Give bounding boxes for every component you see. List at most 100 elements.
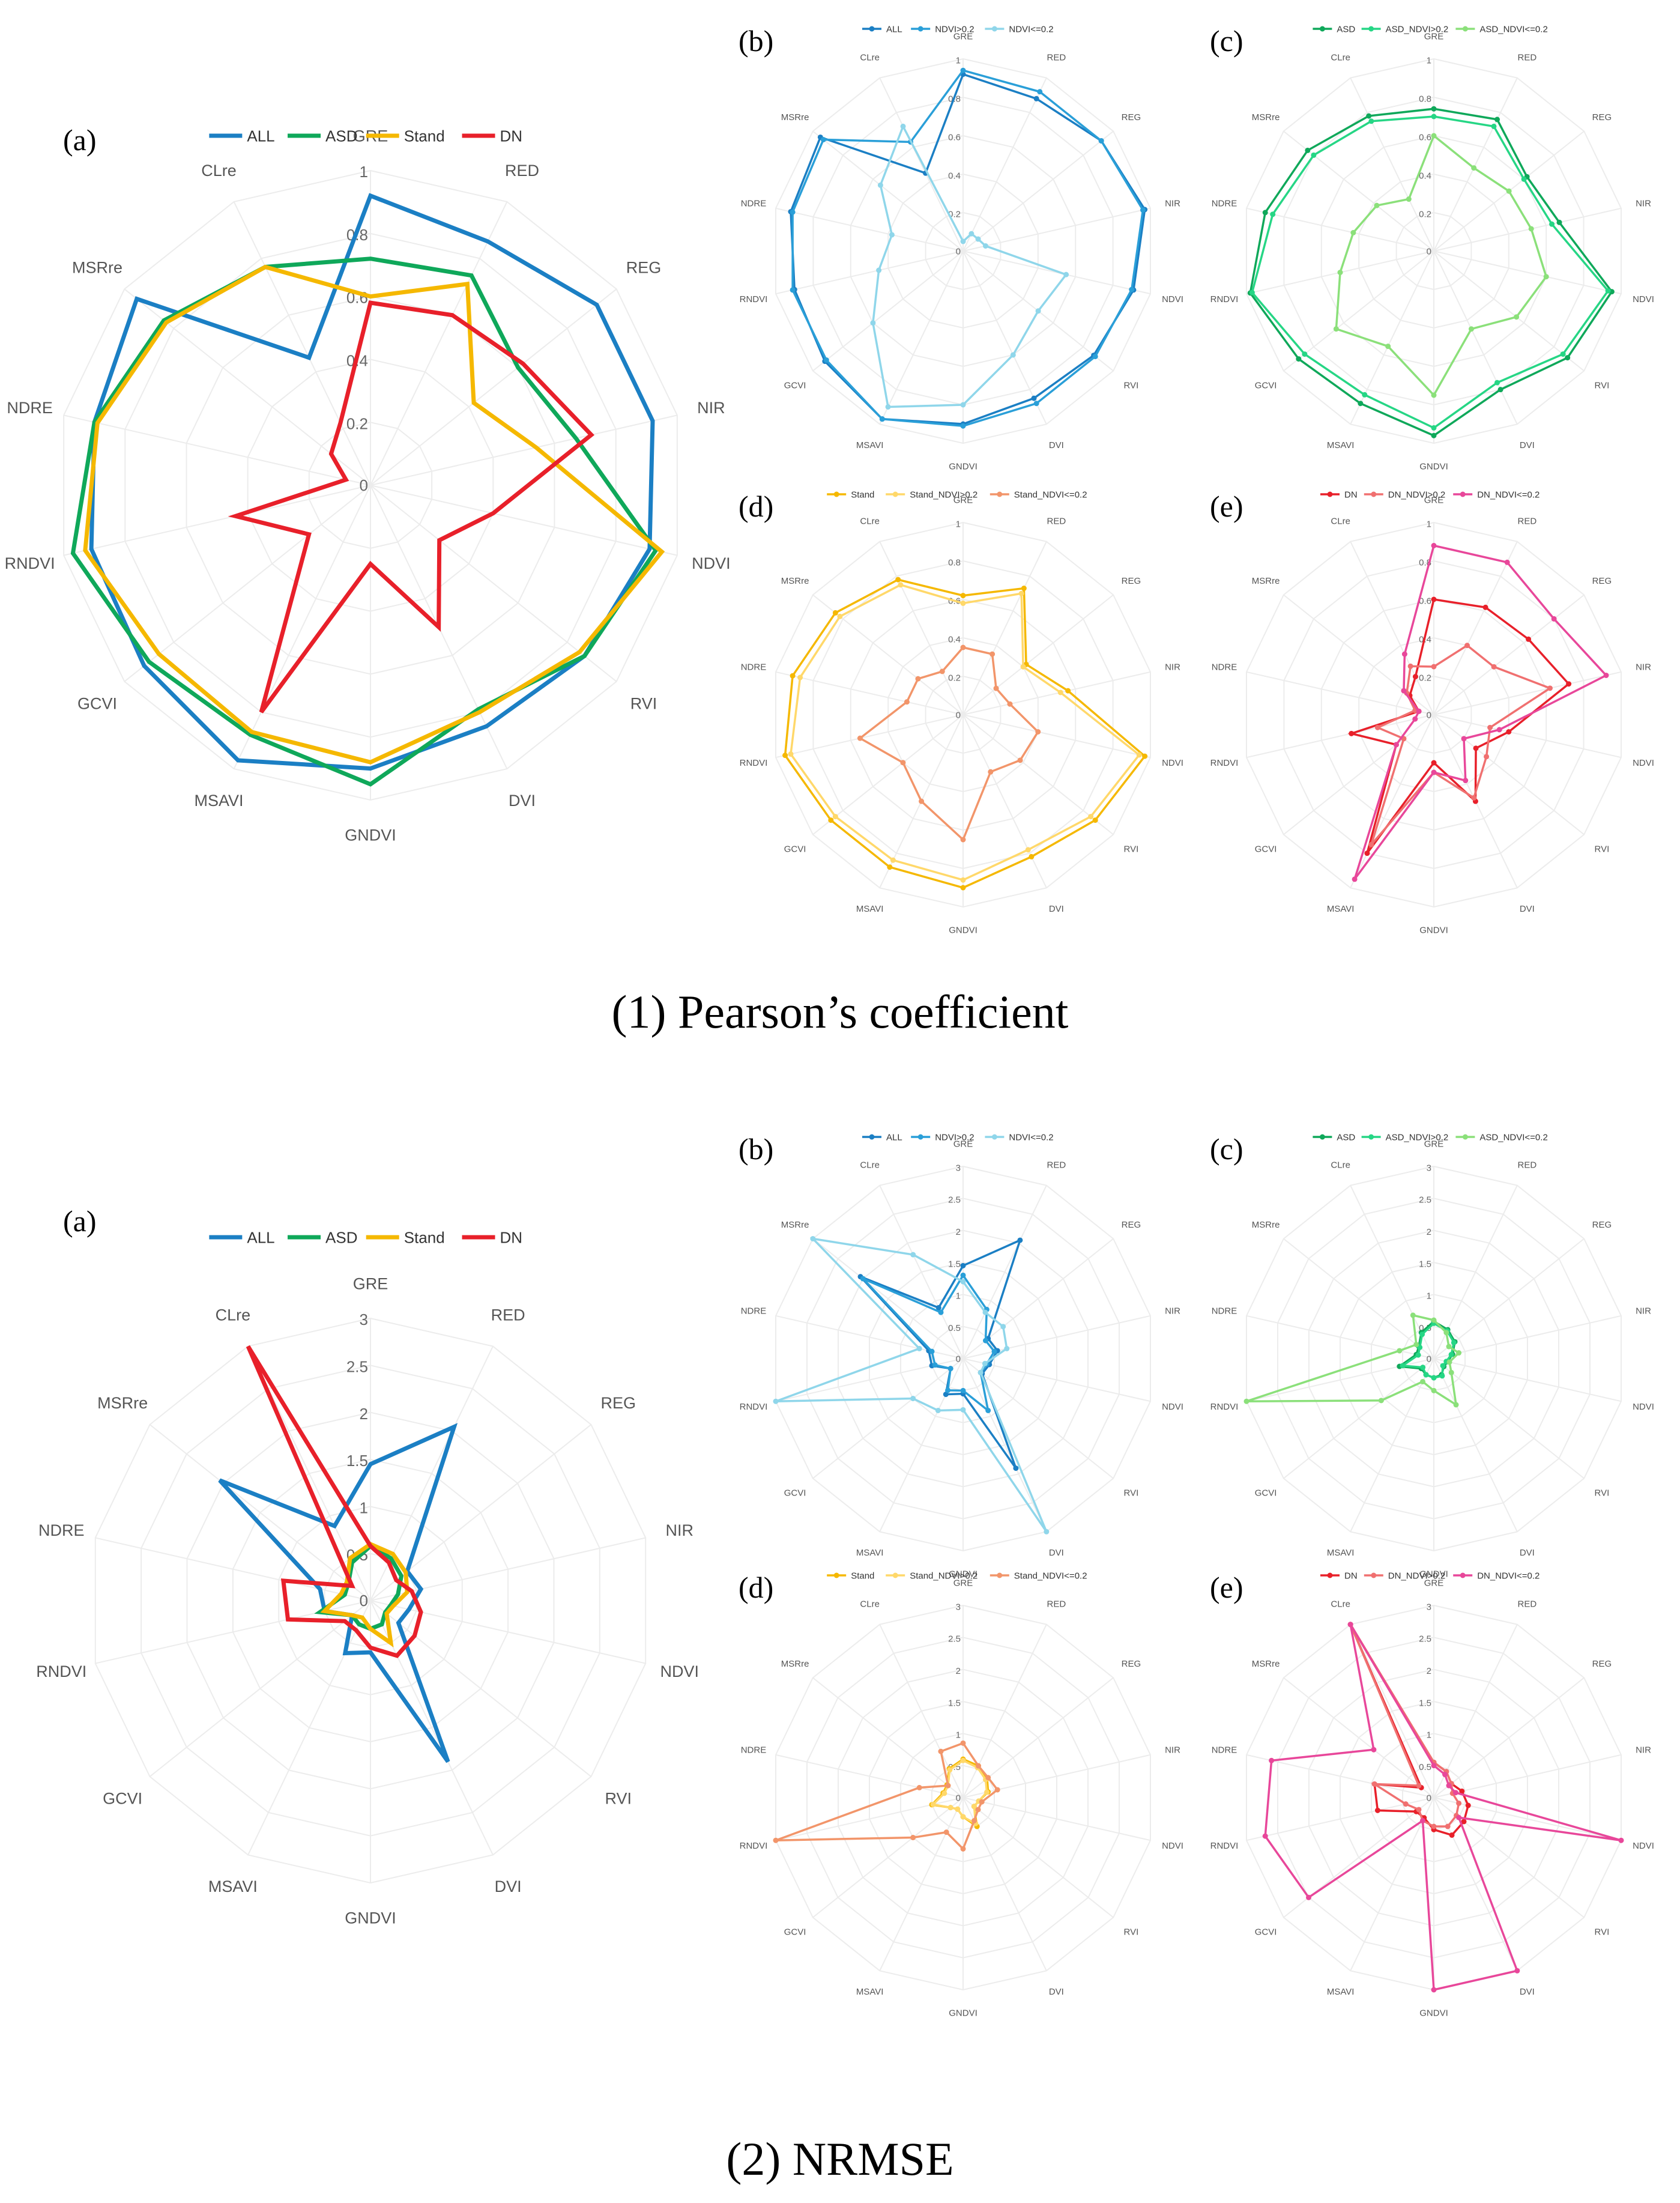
data-point — [1364, 850, 1370, 856]
panel-label: (d) — [739, 1571, 773, 1604]
data-point — [1296, 356, 1302, 362]
series-line-asd-ndvi-0-2 — [1251, 115, 1610, 429]
axis-label-clre: CLre — [860, 53, 880, 63]
data-point — [1431, 1375, 1437, 1381]
axis-label-dvi: DVI — [495, 1877, 522, 1895]
data-point — [1362, 392, 1368, 398]
tick-label: 0.4 — [948, 171, 961, 181]
data-point — [968, 231, 974, 237]
grid-spoke — [95, 1537, 371, 1601]
legend-marker — [917, 1134, 923, 1140]
data-point — [1413, 1342, 1419, 1348]
grid-spoke — [962, 77, 1047, 252]
data-point — [1021, 586, 1027, 592]
data-point — [960, 238, 966, 244]
data-point — [900, 123, 906, 129]
axis-label-msrre: MSRre — [1252, 112, 1280, 123]
series-line-all — [859, 1238, 1022, 1469]
data-point — [943, 1392, 949, 1398]
data-point — [1400, 1363, 1406, 1369]
tick-label: 0 — [1427, 246, 1431, 256]
axis-label-rvi: RVI — [1595, 844, 1610, 854]
data-point — [983, 1338, 989, 1344]
data-point — [1416, 1783, 1422, 1789]
legend-label: ASD — [1337, 1132, 1355, 1142]
grid-spoke — [962, 1358, 1047, 1532]
data-point — [960, 1757, 966, 1763]
tick-label: 2.5 — [1419, 1634, 1431, 1644]
tick-label: 3 — [1427, 1602, 1431, 1612]
axis-label-ndvi: NDVI — [1633, 758, 1654, 768]
legend-label: ASD — [1337, 24, 1355, 34]
axis-label-nir: NIR — [1636, 199, 1651, 209]
axis-label-ndre: NDRE — [741, 1745, 767, 1756]
grid-spoke — [962, 207, 1151, 252]
data-point — [1482, 604, 1488, 610]
tick-label: 3 — [956, 1163, 961, 1173]
data-point — [1035, 729, 1041, 735]
grid-spoke — [962, 594, 1114, 715]
tick-label: 2 — [360, 1405, 368, 1423]
grid-spoke — [962, 1358, 1114, 1479]
data-point — [1419, 1332, 1425, 1338]
data-point — [1333, 326, 1339, 332]
data-point — [960, 402, 966, 408]
legend-label: Stand — [404, 1228, 445, 1246]
data-point — [1004, 1345, 1010, 1351]
grid-spoke — [1433, 1624, 1518, 1798]
data-point — [1504, 559, 1510, 565]
legend-marker — [1368, 1134, 1374, 1140]
data-point — [1410, 1312, 1416, 1318]
grid-spoke — [1283, 1358, 1434, 1479]
data-point — [1017, 757, 1023, 763]
radar-chart-10: (e) 0 0.5 1 1.5 2 2.5 3 GRE RED REG NIR NDVI RVI DVI GN… — [1210, 1571, 1654, 2018]
legend-label: ASD — [325, 1228, 357, 1246]
data-point — [1249, 289, 1255, 295]
data-point — [1401, 688, 1407, 694]
data-point — [935, 1305, 941, 1311]
tick-label: 2.5 — [948, 1634, 961, 1644]
grid-spoke — [1433, 77, 1518, 252]
data-point — [1374, 1807, 1380, 1813]
axis-label-dvi: DVI — [1520, 904, 1535, 914]
axis-label-reg: REG — [1122, 112, 1141, 123]
grid-spoke — [1350, 541, 1434, 715]
data-point — [1431, 769, 1437, 775]
grid-spoke — [879, 1185, 964, 1359]
data-point — [1461, 736, 1467, 742]
tick-label: 1 — [1427, 519, 1431, 529]
tick-label: 0.6 — [948, 132, 961, 142]
data-point — [1031, 395, 1037, 401]
data-point — [1431, 1387, 1437, 1393]
grid-spoke — [1433, 250, 1622, 295]
data-point — [810, 1235, 816, 1241]
data-point — [1506, 188, 1512, 194]
data-point — [1140, 207, 1146, 213]
data-point — [993, 685, 999, 691]
axis-label-gndvi: GNDVI — [345, 1909, 396, 1927]
grid-spoke — [1350, 77, 1434, 252]
axis-label-gcvi: GCVI — [103, 1790, 142, 1808]
data-point — [790, 673, 796, 679]
tick-label: 0.2 — [948, 673, 961, 683]
data-point — [773, 1398, 779, 1404]
data-point — [887, 864, 893, 870]
axis-label-reg: REG — [1592, 1659, 1612, 1669]
axis-label-reg: REG — [1122, 1659, 1141, 1669]
axis-label-ndre: NDRE — [741, 662, 767, 673]
legend-label: Stand_NDVI<=0.2 — [1014, 489, 1087, 500]
axis-label-nir: NIR — [1165, 1306, 1180, 1317]
tick-label: 0.4 — [1419, 171, 1431, 181]
data-point — [1560, 351, 1566, 357]
data-point — [1451, 1339, 1457, 1345]
data-point — [1374, 202, 1380, 208]
grid-spoke — [1433, 714, 1585, 835]
data-point — [1471, 165, 1477, 171]
data-point — [960, 837, 966, 843]
data-point — [788, 751, 794, 757]
data-point — [979, 1799, 985, 1805]
data-point — [1431, 425, 1437, 431]
legend-marker — [1319, 26, 1325, 32]
axis-label-msrre: MSRre — [97, 1394, 148, 1412]
data-point — [910, 1252, 916, 1258]
